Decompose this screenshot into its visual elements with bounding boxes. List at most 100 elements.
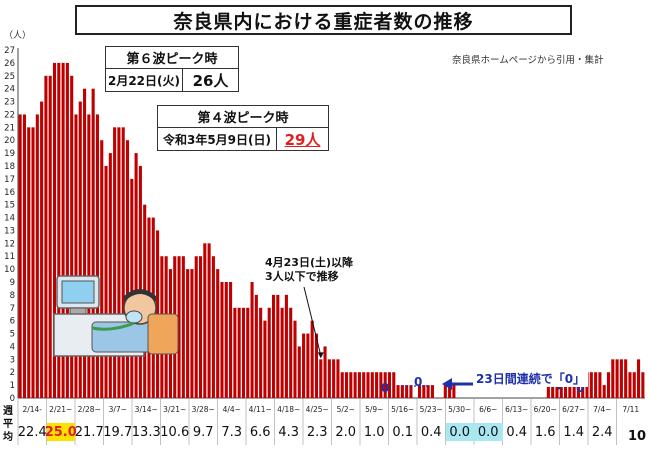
bar xyxy=(57,62,61,398)
x-tick-label: 5/16~ xyxy=(391,405,414,414)
weekly-average-value: 6.6 xyxy=(249,424,271,440)
bar xyxy=(229,282,233,398)
x-tick-label: 4/4~ xyxy=(223,405,241,414)
bar xyxy=(366,372,370,398)
annotation-line2: 3人以下で推移 xyxy=(265,270,339,283)
weekly-average-value: 0.4 xyxy=(506,424,528,440)
bar xyxy=(27,127,31,398)
y-tick-label: 25 xyxy=(4,72,15,82)
y-tick-label: 6 xyxy=(10,317,15,327)
bar xyxy=(293,320,297,398)
bar xyxy=(246,307,250,398)
bar xyxy=(259,307,263,398)
y-tick-label: 2 xyxy=(10,368,15,378)
consecutive-zero-note: 23日間連続で「0」 xyxy=(473,370,589,387)
bar xyxy=(576,385,580,398)
bar xyxy=(448,385,452,398)
bar xyxy=(302,333,306,398)
peak4-date: 令和3年5月9日(日) xyxy=(158,128,277,150)
y-tick-label: 19 xyxy=(4,149,15,159)
bar xyxy=(430,385,434,398)
bar xyxy=(323,346,327,398)
weekly-average-value: 25.0 xyxy=(44,423,77,441)
bar xyxy=(383,372,387,398)
bar xyxy=(203,243,207,398)
y-tick-label: 27 xyxy=(4,46,15,56)
y-tick-label: 18 xyxy=(4,162,15,172)
weekly-average-value: 2.0 xyxy=(335,424,357,440)
weekly-average-value: 7.3 xyxy=(221,424,243,440)
bar xyxy=(263,320,267,398)
bar xyxy=(271,294,276,398)
bar xyxy=(108,153,112,398)
bar xyxy=(100,140,104,398)
bar xyxy=(572,385,576,398)
bar xyxy=(113,127,117,398)
annotation-line1: 4月23日(土)以降 xyxy=(265,256,354,269)
bar xyxy=(284,294,288,398)
bar xyxy=(254,294,258,398)
weekly-average-value: 13.3 xyxy=(131,424,161,440)
bar xyxy=(207,243,211,398)
y-tick-label: 15 xyxy=(4,201,15,211)
x-tick-label: 2/28~ xyxy=(78,405,101,414)
bar xyxy=(78,101,82,398)
bar xyxy=(280,307,284,398)
y-tick-label: 22 xyxy=(4,110,15,120)
bar xyxy=(310,320,314,398)
bar xyxy=(417,385,422,398)
bar xyxy=(74,114,78,398)
x-tick-label: 5/2~ xyxy=(337,405,355,414)
bar xyxy=(95,114,99,398)
x-tick-label: 3/28~ xyxy=(192,405,215,414)
bar xyxy=(387,372,392,398)
bar xyxy=(22,114,26,398)
y-tick-label: 23 xyxy=(4,98,15,108)
peak6-date: 2月22日(火) xyxy=(106,69,183,91)
weekly-average-value: 21.7 xyxy=(74,424,104,440)
bar xyxy=(65,62,69,398)
bar xyxy=(452,385,456,398)
y-tick-label: 26 xyxy=(4,59,15,69)
x-tick-label: 3/21~ xyxy=(163,405,186,414)
bar xyxy=(83,88,87,399)
bar xyxy=(637,359,641,398)
y-tick-label: 0 xyxy=(10,394,15,404)
bar xyxy=(314,333,319,398)
bar xyxy=(336,359,340,398)
weekly-average-value: 1.0 xyxy=(363,424,385,440)
x-tick-label: 4/25~ xyxy=(306,405,329,414)
peak6-box: 第６波ピーク時 2月22日(火) 26人 xyxy=(105,46,239,92)
bar xyxy=(250,282,254,398)
bar xyxy=(443,385,447,398)
weekly-average-value: 0.1 xyxy=(392,424,414,440)
peak4-value: 29人 xyxy=(284,130,321,149)
x-tick-label: 3/7~ xyxy=(109,405,127,414)
y-tick-label: 13 xyxy=(4,226,15,236)
y-tick-label: 4 xyxy=(10,342,15,352)
x-tick-label: 7/4~ xyxy=(593,405,611,414)
x-tick-label: 4/11~ xyxy=(249,405,272,414)
y-tick-label: 11 xyxy=(4,252,15,262)
bar xyxy=(134,153,138,398)
bar xyxy=(606,372,611,398)
weekly-average-value: 2.4 xyxy=(591,424,613,440)
bar xyxy=(632,372,636,398)
y-tick-label: 16 xyxy=(4,188,15,198)
bar xyxy=(181,256,185,398)
bar xyxy=(211,256,215,398)
bar xyxy=(194,256,198,398)
y-tick-label: 7 xyxy=(10,304,15,314)
y-tick-label: 24 xyxy=(4,85,15,95)
bar xyxy=(190,269,194,398)
weekly-average-value: 0.4 xyxy=(420,424,442,440)
bar xyxy=(349,372,353,398)
bar xyxy=(353,372,357,398)
weekly-average-value: 1.6 xyxy=(534,424,556,440)
bar xyxy=(224,282,228,398)
bar xyxy=(48,75,52,398)
arrow-head-left xyxy=(442,378,452,390)
x-tick-label: 2/14- xyxy=(22,405,42,414)
weekly-average-value: 4.3 xyxy=(278,424,300,440)
x-tick-label: 2/21~ xyxy=(49,405,72,414)
